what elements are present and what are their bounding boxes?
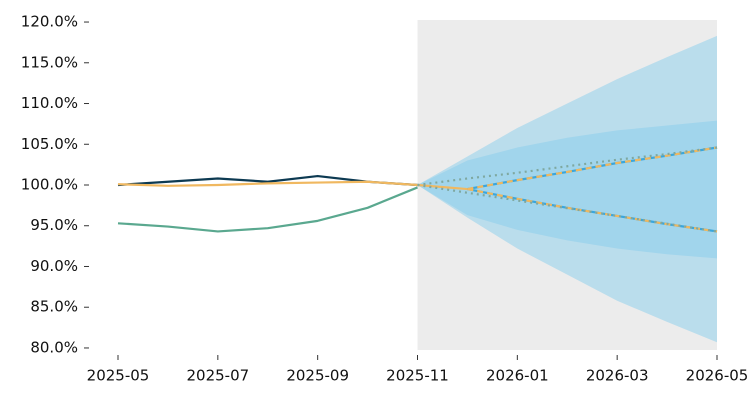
y-tick-label: 115.0%	[21, 53, 78, 71]
y-tick-label: 100.0%	[21, 176, 78, 194]
y-tick-label: 110.0%	[21, 94, 78, 112]
series-line	[117, 186, 418, 233]
x-tick-label: 2025-11	[386, 367, 449, 385]
x-tick-label: 2025-07	[186, 367, 249, 385]
x-tick-label: 2025-09	[286, 367, 349, 385]
y-tick-label: 85.0%	[30, 298, 78, 316]
confidence-band	[417, 120, 717, 259]
x-tick-label: 2026-03	[586, 367, 649, 385]
x-tick-label: 2025-05	[87, 367, 150, 385]
x-tick-label: 2026-05	[686, 367, 749, 385]
y-tick-label: 95.0%	[30, 216, 78, 234]
series-line	[417, 183, 718, 233]
series-line	[467, 146, 718, 191]
series-line	[417, 146, 718, 187]
y-tick-label: 120.0%	[21, 13, 78, 31]
series-line	[117, 180, 468, 191]
y-tick-label: 80.0%	[30, 338, 78, 356]
x-tick-label: 2026-01	[486, 367, 549, 385]
y-tick-label: 105.0%	[21, 135, 78, 153]
y-tick-label: 90.0%	[30, 257, 78, 275]
series-line	[467, 187, 718, 233]
